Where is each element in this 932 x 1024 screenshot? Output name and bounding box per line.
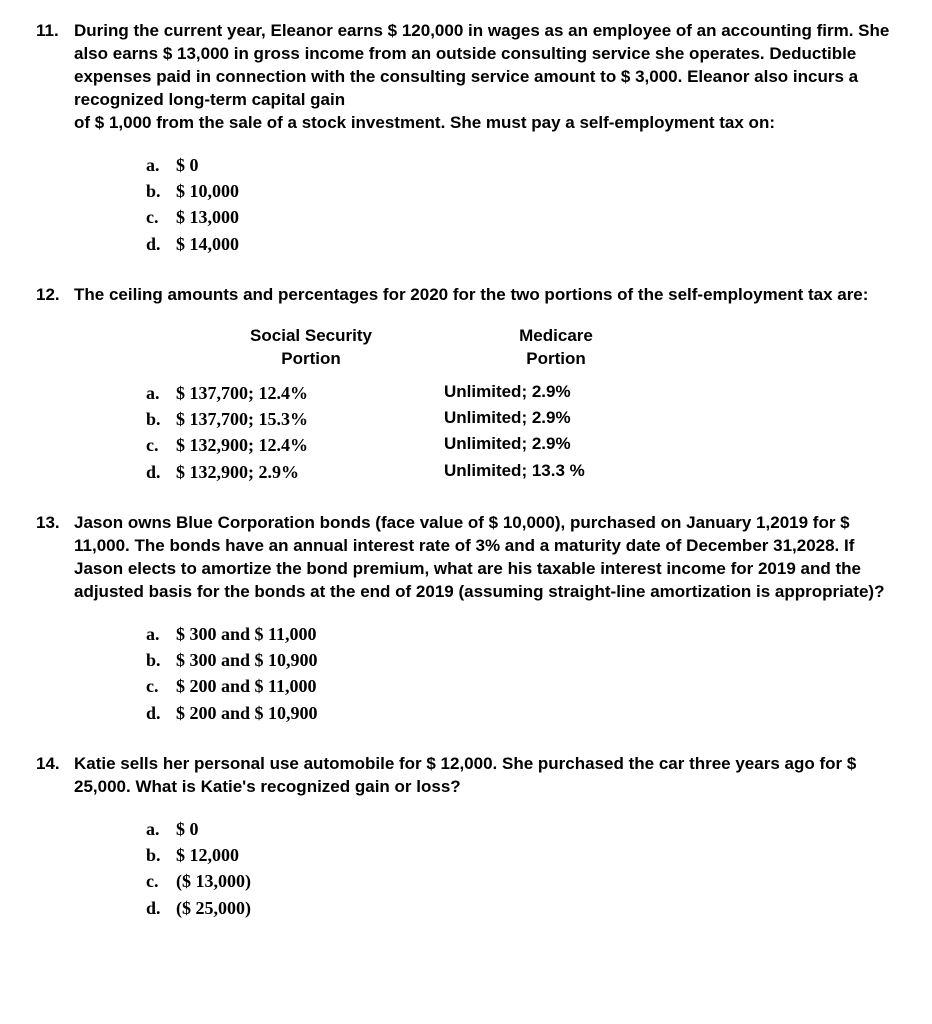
question-number: 14.	[36, 753, 74, 799]
option-text: $ 13,000	[176, 205, 239, 229]
question-text: 13. Jason owns Blue Corporation bonds (f…	[36, 512, 896, 604]
question-text: 11. During the current year, Eleanor ear…	[36, 20, 896, 135]
option-letter: b.	[146, 179, 176, 203]
option-c: c. $ 200 and $ 11,000	[146, 674, 896, 698]
table-row-d: d. $ 132,900; 2.9% Unlimited; 13.3 %	[146, 460, 896, 484]
option-text: $ 14,000	[176, 232, 239, 256]
option-text: $ 200 and $ 10,900	[176, 701, 318, 725]
options-table: Social Security Portion Medicare Portion…	[166, 325, 896, 484]
question-number: 12.	[36, 284, 74, 307]
social-value: $ 132,900; 2.9%	[176, 460, 299, 484]
option-letter: c.	[146, 674, 176, 698]
option-a: a. $ 300 and $ 11,000	[146, 622, 896, 646]
medicare-value: Unlimited; 13.3 %	[436, 460, 636, 484]
option-letter: a.	[146, 381, 176, 405]
social-value: $ 137,700; 15.3%	[176, 407, 308, 431]
options-list: a. $ 0 b. $ 12,000 c. ($ 13,000) d. ($ 2…	[146, 817, 896, 920]
question-body: During the current year, Eleanor earns $…	[74, 20, 896, 135]
option-c: c. $ 13,000	[146, 205, 896, 229]
option-letter: a.	[146, 622, 176, 646]
option-letter: d.	[146, 701, 176, 725]
option-text: $ 300 and $ 11,000	[176, 622, 317, 646]
medicare-value: Unlimited; 2.9%	[436, 407, 636, 431]
question-12: 12. The ceiling amounts and percentages …	[36, 284, 896, 484]
option-text: ($ 13,000)	[176, 869, 251, 893]
option-text: $ 200 and $ 11,000	[176, 674, 317, 698]
table-header: Social Security Portion Medicare Portion	[166, 325, 896, 371]
option-letter: a.	[146, 153, 176, 177]
question-11: 11. During the current year, Eleanor ear…	[36, 20, 896, 256]
question-14: 14. Katie sells her personal use automob…	[36, 753, 896, 920]
option-letter: b.	[146, 843, 176, 867]
social-value: $ 137,700; 12.4%	[176, 381, 308, 405]
option-text: $ 12,000	[176, 843, 239, 867]
option-letter: a.	[146, 817, 176, 841]
option-text: $ 300 and $ 10,900	[176, 648, 318, 672]
header-social: Social Security Portion	[166, 325, 456, 371]
medicare-value: Unlimited; 2.9%	[436, 433, 636, 457]
option-letter: d.	[146, 232, 176, 256]
option-letter: c.	[146, 433, 176, 457]
option-d: d. $ 14,000	[146, 232, 896, 256]
option-b: b. $ 300 and $ 10,900	[146, 648, 896, 672]
question-number: 11.	[36, 20, 74, 135]
option-letter: d.	[146, 896, 176, 920]
option-letter: c.	[146, 869, 176, 893]
option-a: a. $ 0	[146, 817, 896, 841]
option-letter: c.	[146, 205, 176, 229]
option-text: $ 10,000	[176, 179, 239, 203]
option-d: d. ($ 25,000)	[146, 896, 896, 920]
option-b: b. $ 12,000	[146, 843, 896, 867]
options-list: a. $ 0 b. $ 10,000 c. $ 13,000 d. $ 14,0…	[146, 153, 896, 256]
option-d: d. $ 200 and $ 10,900	[146, 701, 896, 725]
question-body: Katie sells her personal use automobile …	[74, 753, 896, 799]
question-13: 13. Jason owns Blue Corporation bonds (f…	[36, 512, 896, 725]
social-value: $ 132,900; 12.4%	[176, 433, 308, 457]
medicare-value: Unlimited; 2.9%	[436, 381, 636, 405]
table-row-b: b. $ 137,700; 15.3% Unlimited; 2.9%	[146, 407, 896, 431]
options-list: a. $ 300 and $ 11,000 b. $ 300 and $ 10,…	[146, 622, 896, 725]
question-text: 14. Katie sells her personal use automob…	[36, 753, 896, 799]
table-row-c: c. $ 132,900; 12.4% Unlimited; 2.9%	[146, 433, 896, 457]
question-number: 13.	[36, 512, 74, 604]
option-letter: b.	[146, 407, 176, 431]
option-text: $ 0	[176, 153, 199, 177]
question-text: 12. The ceiling amounts and percentages …	[36, 284, 896, 307]
option-a: a. $ 0	[146, 153, 896, 177]
table-row-a: a. $ 137,700; 12.4% Unlimited; 2.9%	[146, 381, 896, 405]
question-body: Jason owns Blue Corporation bonds (face …	[74, 512, 896, 604]
header-medicare: Medicare Portion	[456, 325, 656, 371]
option-b: b. $ 10,000	[146, 179, 896, 203]
option-letter: d.	[146, 460, 176, 484]
option-text: $ 0	[176, 817, 199, 841]
question-body: The ceiling amounts and percentages for …	[74, 284, 896, 307]
option-text: ($ 25,000)	[176, 896, 251, 920]
option-c: c. ($ 13,000)	[146, 869, 896, 893]
option-letter: b.	[146, 648, 176, 672]
